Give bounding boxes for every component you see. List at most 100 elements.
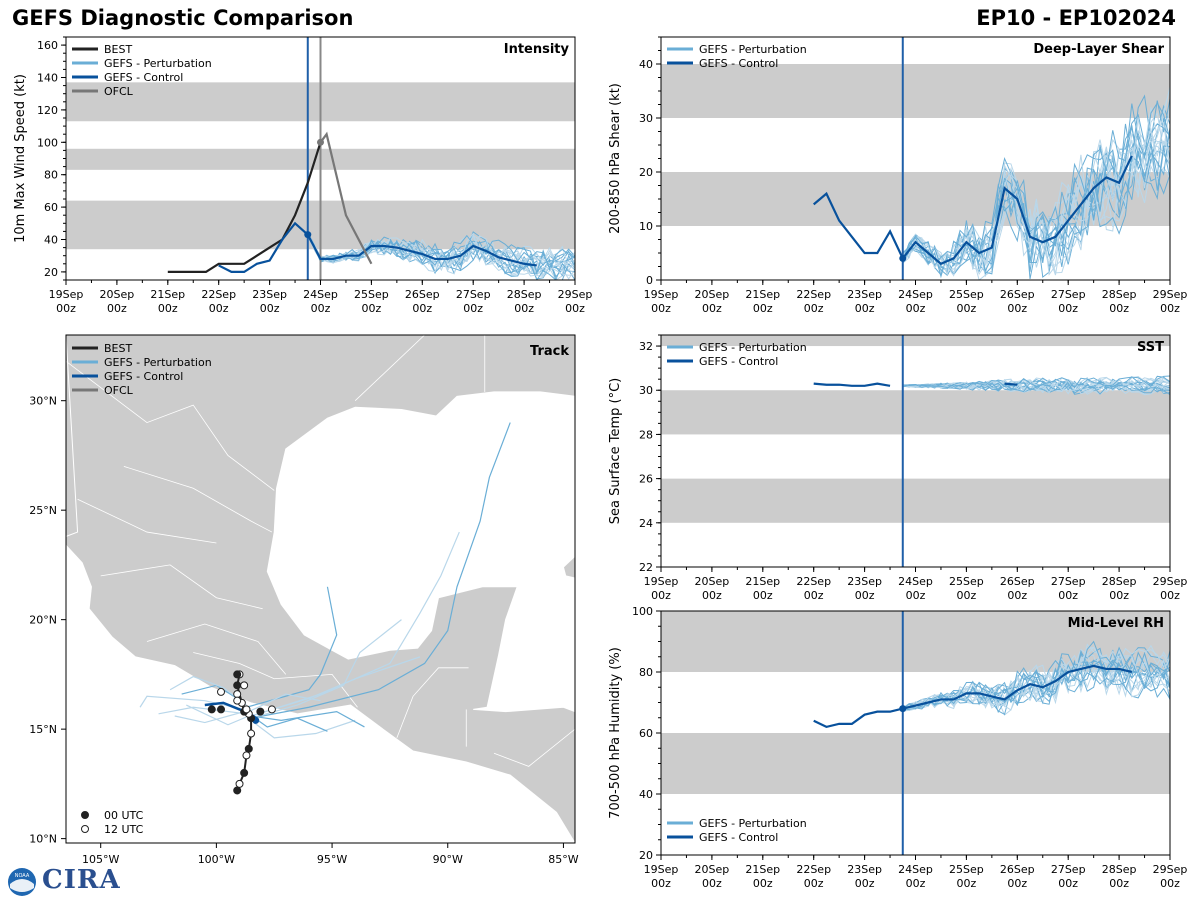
rh-series-gefs-control [813,664,1133,729]
sst-ytick-label: 30 [639,384,653,397]
perturbation-track [186,704,250,726]
sst-xtick-label: 26Sep [1000,575,1035,588]
perturbation-track [251,710,365,728]
shear-xtick-label: 24Sep [898,288,933,301]
land-mexico-central-america [66,335,575,843]
rh-xtick-label: 00z [753,877,773,890]
shear-ytick-label: 30 [639,112,653,125]
rh-ytick-label: 60 [639,727,653,740]
rh-xtick-label: 27Sep [1051,863,1086,876]
intensity-chart: 2040608010012014016019Sep00z20Sep00z21Se… [13,36,593,315]
sst-plot-area [661,335,1170,567]
rh-xtick-label: 00z [1058,877,1078,890]
sst-xtick-label: 24Sep [898,575,933,588]
land-fill [66,335,79,537]
sst-xtick-label: 20Sep [695,575,730,588]
sst-perturbation-line [902,379,1170,391]
sst-legend-label: GEFS - Control [699,355,778,368]
intensity-ytick-label: 40 [44,234,58,247]
rh-chart: 2040608010019Sep00z20Sep00z21Sep00z22Sep… [608,605,1188,890]
rh-plot-area [661,611,1170,855]
rh-xtick-label: 00z [906,877,926,890]
intensity-xtick-label: 00z [514,302,534,315]
sst-perturbation-line [902,379,1170,392]
shear-xtick-label: 00z [906,302,926,315]
track-ytick-label: 15°N [29,723,57,736]
intensity-ytick-label: 100 [37,136,58,149]
shear-xtick-label: 00z [1007,302,1027,315]
sst-xtick-label: 00z [1007,589,1027,602]
track-marker-label: 00 UTC [104,809,144,822]
shear-xtick-label: 23Sep [847,288,882,301]
sst-band-2 [661,335,1170,347]
intensity-perturbation-line [307,233,575,274]
sst-series-gefs-control-late- [1004,382,1018,386]
rh-xtick-label: 28Sep [1102,863,1137,876]
intensity-ytick-label: 80 [44,169,58,182]
shear-chart: 01020304019Sep00z20Sep00z21Sep00z22Sep00… [608,36,1187,315]
shear-xtick-label: 00z [702,302,722,315]
intensity-perturbation-line [307,234,575,269]
best-track-point [233,786,242,795]
shear-xtick-label: 28Sep [1102,288,1137,301]
track-legend-label: OFCL [104,384,134,397]
rh-band-0 [661,733,1170,794]
rh-legend-label: GEFS - Perturbation [699,817,807,830]
sst-xtick-label: 19Sep [644,575,679,588]
rh-perturbation-line [902,646,1170,712]
rh-xtick-label: 00z [651,877,671,890]
intensity-xtick-label: 00z [260,302,280,315]
sst-xtick-label: 28Sep [1102,575,1137,588]
rh-xtick-label: 29Sep [1153,863,1188,876]
track-marker-swatch [81,811,89,819]
intensity-legend-label: GEFS - Control [104,71,183,84]
shear-xtick-label: 00z [753,302,773,315]
intensity-ytick-label: 20 [44,266,58,279]
shear-series-gefs-control [812,155,1133,266]
rh-ytick-label: 80 [639,666,653,679]
shear-xtick-label: 00z [957,302,977,315]
cira-logo-text: CIRA [42,865,121,895]
track-fix-point [240,681,249,690]
best-track-point [233,681,242,690]
sst-xtick-label: 22Sep [796,575,831,588]
rh-xtick-label: 00z [804,877,824,890]
best-track-point [244,744,253,753]
sst-series-gefs-control [813,382,891,387]
land-cuba [562,555,575,579]
best-track-point [235,779,244,788]
rh-perturbation-line [902,643,1170,712]
intensity-xtick-label: 00z [565,302,585,315]
shear-perturbation-line [902,126,1170,273]
cira-logo: NOAA [8,868,36,896]
intensity-xtick-label: 21Sep [150,288,185,301]
intensity-ytick-label: 140 [37,72,58,85]
shear-xtick-label: 00z [855,302,875,315]
track-title: Track [530,344,569,359]
best-track-point [247,729,256,738]
shear-xtick-label: 00z [1109,302,1129,315]
track-fix-point [233,690,242,699]
rh-xtick-label: 00z [702,877,722,890]
intensity-xtick-label: 00z [311,302,331,315]
track-xtick-label: 100°W [198,853,235,866]
intensity-legend-label: BEST [104,43,132,56]
intensity-ofcl-point [317,138,324,146]
sst-ytick-label: 22 [639,561,653,574]
sst-xtick-label: 21Sep [745,575,780,588]
rh-xtick-label: 00z [1160,877,1180,890]
track-fix-point [256,707,265,716]
intensity-xtick-label: 29Sep [558,288,593,301]
sst-xtick-label: 00z [1109,589,1129,602]
sst-ytick-label: 28 [639,428,653,441]
track-xtick-label: 90°W [433,853,463,866]
track-frame [65,334,576,844]
intensity-xtick-label: 22Sep [201,288,236,301]
sst-legend-label: GEFS - Perturbation [699,341,807,354]
intensity-xtick-label: 00z [463,302,483,315]
shear-perturbation-line [902,102,1170,267]
track-fix-point [207,705,216,714]
intensity-ytick-label: 120 [37,104,58,117]
perturbation-track [158,706,247,715]
intensity-xtick-label: 00z [158,302,178,315]
